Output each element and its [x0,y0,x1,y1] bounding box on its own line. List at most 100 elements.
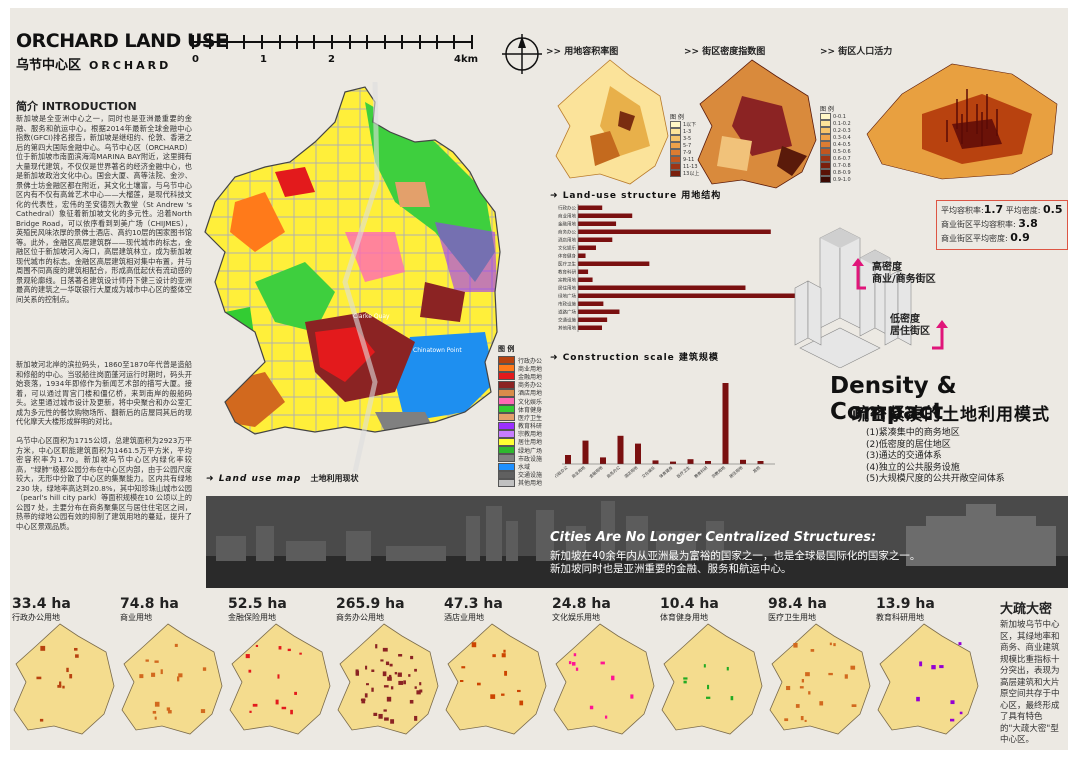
mini-legend-swatch [820,127,831,134]
structure-bar [578,245,596,250]
legend-item: 其他用地 [498,478,542,487]
construction-category-label: 体育健身 [658,464,674,479]
area-map-patch [793,642,798,648]
area-map-patch [373,712,378,716]
structure-category-label: 商务办公 [558,229,576,236]
area-map-patch [385,661,390,666]
mini-legend-swatch [820,155,831,162]
legend-swatch [498,454,515,463]
banner-text: 新加坡在40余年内从亚洲最为富裕的国家之一，也是全球最国际化的国家之一。 新加坡… [550,550,950,576]
area-label: 酒店业用地 [444,613,484,622]
area-map-patch [850,665,856,670]
area-map-patch [382,671,387,677]
construction-category-label: 文化娱乐 [640,464,656,479]
area-map-patch [414,668,417,672]
legend-swatch [498,478,515,487]
land-use-map-title: ➜ Land use map [206,474,302,484]
area-map-patch [575,667,579,671]
area-map-patch [382,647,388,652]
legend-title: 图 例 [498,345,515,353]
area-map-patch [200,709,206,714]
area-label: 文化娱乐用地 [552,613,600,622]
legend-label: 宗教用地 [518,431,543,439]
area-mini-map [13,623,115,735]
area-map-patch [611,675,615,681]
area-map-patch [39,718,44,722]
structure-bar [578,213,633,218]
structure-category-label: 行政办公 [558,205,576,212]
area-label: 行政办公用地 [12,613,60,622]
subtitle-cn: 乌节中心区 [16,58,82,73]
mini-legend-label: 1以下 [683,122,697,128]
area-mini-map [877,623,979,735]
tag-high-density: 高密度 商业/商务街区 [872,262,936,285]
area-map-outline [769,623,871,735]
area-map-patch [810,649,815,652]
area-map-patch [255,644,259,647]
area-map-patch [519,700,524,706]
area-map-patch [398,680,404,685]
land-use-map: Clarke Quay Chinatown Point [204,82,501,472]
far-legend-list: 1以下 1-3 3-5 5-7 7-9 9-11 11-13 13以上 [670,121,699,177]
mini-legend-item: 0.7-0.8 [820,162,851,169]
area-label: 商务办公用地 [336,613,384,622]
area-label: 教育科研用地 [876,613,924,622]
structure-bar [578,269,589,274]
area-map-patch [57,684,62,688]
stat-row-1: 平均容积率:1.7 平均密度: 0.5 [941,203,1063,216]
area-map-patch [419,689,423,693]
area-map-patch [375,644,378,649]
area-map-patch [167,710,172,714]
area-map-patch [950,700,955,705]
structure-bar [578,277,593,282]
low-density-arrow-icon [932,320,948,350]
area-map-patch [804,719,807,722]
area-map-patch [281,706,287,710]
legend-item: 教育科研 [498,421,542,430]
legend-label: 医疗卫生 [518,414,543,422]
area-map-patch [178,673,183,678]
intro-heading: 简介 INTRODUCTION [16,100,137,113]
skyline-banner [206,496,1068,588]
construction-category-label: 行政办公 [555,464,569,479]
subtitle-en: ORCHARD [89,59,172,72]
legend-label: 绿地广场 [518,447,543,455]
area-map-patch [461,666,466,669]
area-map-patch [931,665,936,670]
structure-category-label: 医疗卫生 [558,261,576,268]
construction-bar [670,461,676,464]
stat-row-3: 商业街区平均密度: 0.9 [941,231,1030,244]
stat-row-2: 商业街区平均容积率: 3.8 [941,217,1038,230]
structure-category-label: 教育科研 [558,269,576,276]
mini-legend-swatch [670,170,681,177]
mini-legend-label: 0.6-0.7 [833,155,851,162]
legend-item: 绿地广场 [498,446,543,455]
area-map-patch [275,699,279,705]
structure-bar [578,237,613,242]
area-map-patch [390,719,395,724]
mini-legend-item: 1以下 [670,121,699,128]
structure-category-label: 商业用地 [558,213,576,220]
legend-item: 居住用地 [498,437,542,446]
density-legend-title: 图 例 [820,106,834,113]
structure-bar [578,205,603,210]
construction-bar [617,435,624,464]
mini-legend-swatch [670,163,681,170]
area-map-patch [278,646,282,650]
area-mini-map [445,623,547,735]
density-legend-list: 0-0.1 0.1-0.2 0.2-0.3 0.3-0.4 0.4-0.5 0.5-0.6… [820,113,851,183]
density-title: Density & Compact [830,373,957,425]
legend-swatch [498,429,515,438]
construction-bar [687,459,694,464]
area-map-patch [504,670,508,676]
area-map-patch [40,645,46,651]
banner-line-1: 新加坡在40余年内从亚洲最为富裕的国家之一，也是全球最国际化的国家之一。 [550,550,921,562]
density-point: (1)紧凑集中的商务地区 [866,428,960,438]
chart-title-structure: ➜ Land-use structure 用地结构 [550,191,722,201]
area-map-patch [630,694,634,699]
construction-bar [635,443,641,464]
mini-legend-label: 0.3-0.4 [833,134,851,141]
conclusion-text: 新加坡乌节中心区，其绿地率和商务、商业建筑规模比重指标十分突出，表现为高层建筑和… [1000,620,1060,745]
area-map-patch [398,654,403,657]
legend-swatch [498,372,515,381]
